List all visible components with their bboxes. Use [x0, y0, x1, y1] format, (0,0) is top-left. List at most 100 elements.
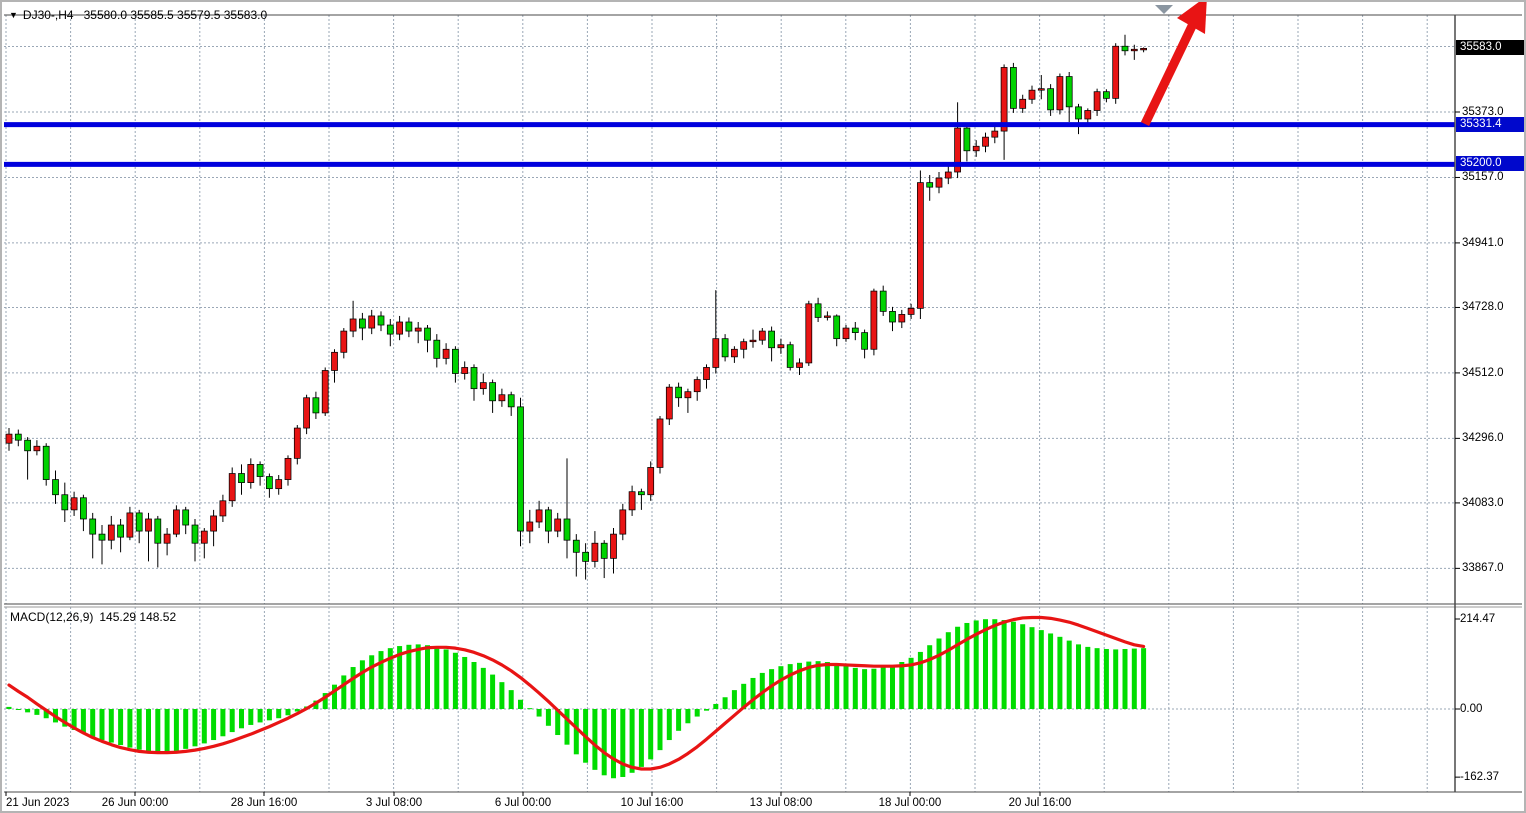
macd-axis-min-label: -162.37: [1460, 771, 1500, 784]
bullish-candle: [824, 315, 831, 318]
bullish-candle: [907, 307, 915, 315]
bullish-candle: [442, 348, 450, 359]
time-axis-label: 26 Jun 00:00: [101, 797, 169, 809]
bearish-candle: [312, 397, 320, 414]
bullish-candle: [228, 473, 236, 502]
bullish-candle: [247, 464, 255, 483]
macd-bar: [769, 669, 775, 709]
macd-bar: [387, 648, 393, 709]
macd-bar: [834, 663, 840, 709]
bearish-candle: [563, 518, 571, 541]
macd-bar: [527, 708, 533, 710]
bullish-candle: [796, 362, 803, 368]
macd-bar: [406, 644, 412, 709]
price-tick-label: 34083.0: [1462, 496, 1504, 509]
bearish-candle: [89, 518, 97, 535]
macd-bar: [676, 709, 682, 731]
bearish-candle: [238, 473, 245, 483]
macd-bar: [1094, 648, 1100, 709]
bullish-candle: [991, 130, 999, 138]
macd-bar: [229, 709, 235, 733]
bearish-candle: [377, 315, 385, 326]
macd-bar: [899, 662, 905, 709]
bearish-candle: [14, 433, 22, 441]
macd-bar: [843, 665, 849, 709]
macd-bar: [201, 709, 207, 744]
bullish-candle: [777, 344, 785, 349]
macd-bar: [955, 626, 961, 709]
time-axis-label: 6 Jul 00:00: [494, 797, 552, 809]
bearish-candle: [182, 509, 190, 526]
bearish-candle: [926, 182, 934, 188]
price-tick-label: 34512.0: [1462, 366, 1504, 379]
bullish-candle: [396, 321, 403, 335]
macd-bar: [462, 656, 468, 709]
macd-values: 145.29 148.52: [99, 610, 177, 624]
macd-bar: [155, 709, 161, 754]
current-price-badge: 35583.0: [1456, 40, 1524, 56]
macd-signal-line: [7, 615, 1146, 771]
time-axis-label: 13 Jul 08:00: [749, 797, 813, 809]
bearish-candle: [191, 524, 199, 544]
bullish-candle: [591, 542, 599, 562]
grid-lines: [4, 15, 1455, 792]
bearish-candle: [1121, 45, 1129, 52]
macd-bar: [824, 662, 830, 709]
macd-bar: [815, 661, 821, 709]
macd-bar: [638, 709, 644, 767]
macd-bar: [239, 709, 244, 729]
macd-bar: [564, 709, 570, 745]
bullish-candle: [479, 382, 487, 390]
bearish-candle: [572, 539, 580, 553]
bullish-candle: [275, 479, 283, 490]
trend-arrow[interactable]: [1140, 2, 1207, 126]
bullish-candle: [1130, 48, 1138, 52]
support-level-badge: 35200.0: [1456, 156, 1524, 172]
macd-bar: [192, 709, 198, 747]
macd-bar: [648, 709, 654, 760]
bearish-candle: [638, 491, 645, 496]
macd-bar: [1010, 621, 1016, 709]
macd-bar: [797, 662, 802, 709]
macd-bar: [722, 697, 728, 709]
macd-bar: [704, 709, 709, 711]
macd-bar: [71, 709, 77, 730]
bullish-candle: [554, 518, 562, 532]
macd-bar: [397, 646, 403, 709]
macd-bar: [1085, 646, 1091, 709]
macd-bar: [1029, 627, 1035, 709]
bullish-candle: [526, 521, 534, 532]
bullish-candle: [1037, 88, 1045, 91]
bullish-candle: [1056, 76, 1064, 111]
time-axis-label: 18 Jul 00:00: [878, 797, 942, 809]
bearish-candle: [786, 344, 794, 368]
macd-bar: [611, 709, 616, 779]
macd-bar: [294, 709, 300, 712]
macd-bar: [518, 699, 523, 709]
macd-bar: [480, 667, 486, 709]
bullish-candle: [173, 509, 180, 535]
macd-bar: [25, 709, 31, 713]
macd-bar: [545, 709, 551, 726]
bearish-candle: [80, 497, 87, 520]
macd-bar: [1048, 633, 1054, 709]
bullish-candle: [284, 457, 292, 480]
bullish-candle: [368, 315, 376, 329]
macd-bar: [657, 709, 663, 751]
bullish-candle: [303, 397, 310, 429]
bullish-candle: [954, 127, 961, 173]
bullish-candle: [107, 524, 115, 541]
macd-bar: [536, 709, 542, 717]
macd-bar: [1103, 648, 1109, 709]
bearish-candle: [721, 338, 729, 358]
bearish-candle: [814, 303, 822, 318]
bullish-candle: [944, 171, 952, 179]
macd-bar: [508, 690, 514, 709]
macd-bar: [778, 666, 784, 709]
bearish-candle: [545, 509, 552, 532]
macd-bar: [1131, 648, 1137, 709]
symbol-dropdown-icon: ▼: [9, 10, 18, 20]
macd-bar: [499, 682, 505, 709]
macd-bar: [257, 709, 263, 723]
